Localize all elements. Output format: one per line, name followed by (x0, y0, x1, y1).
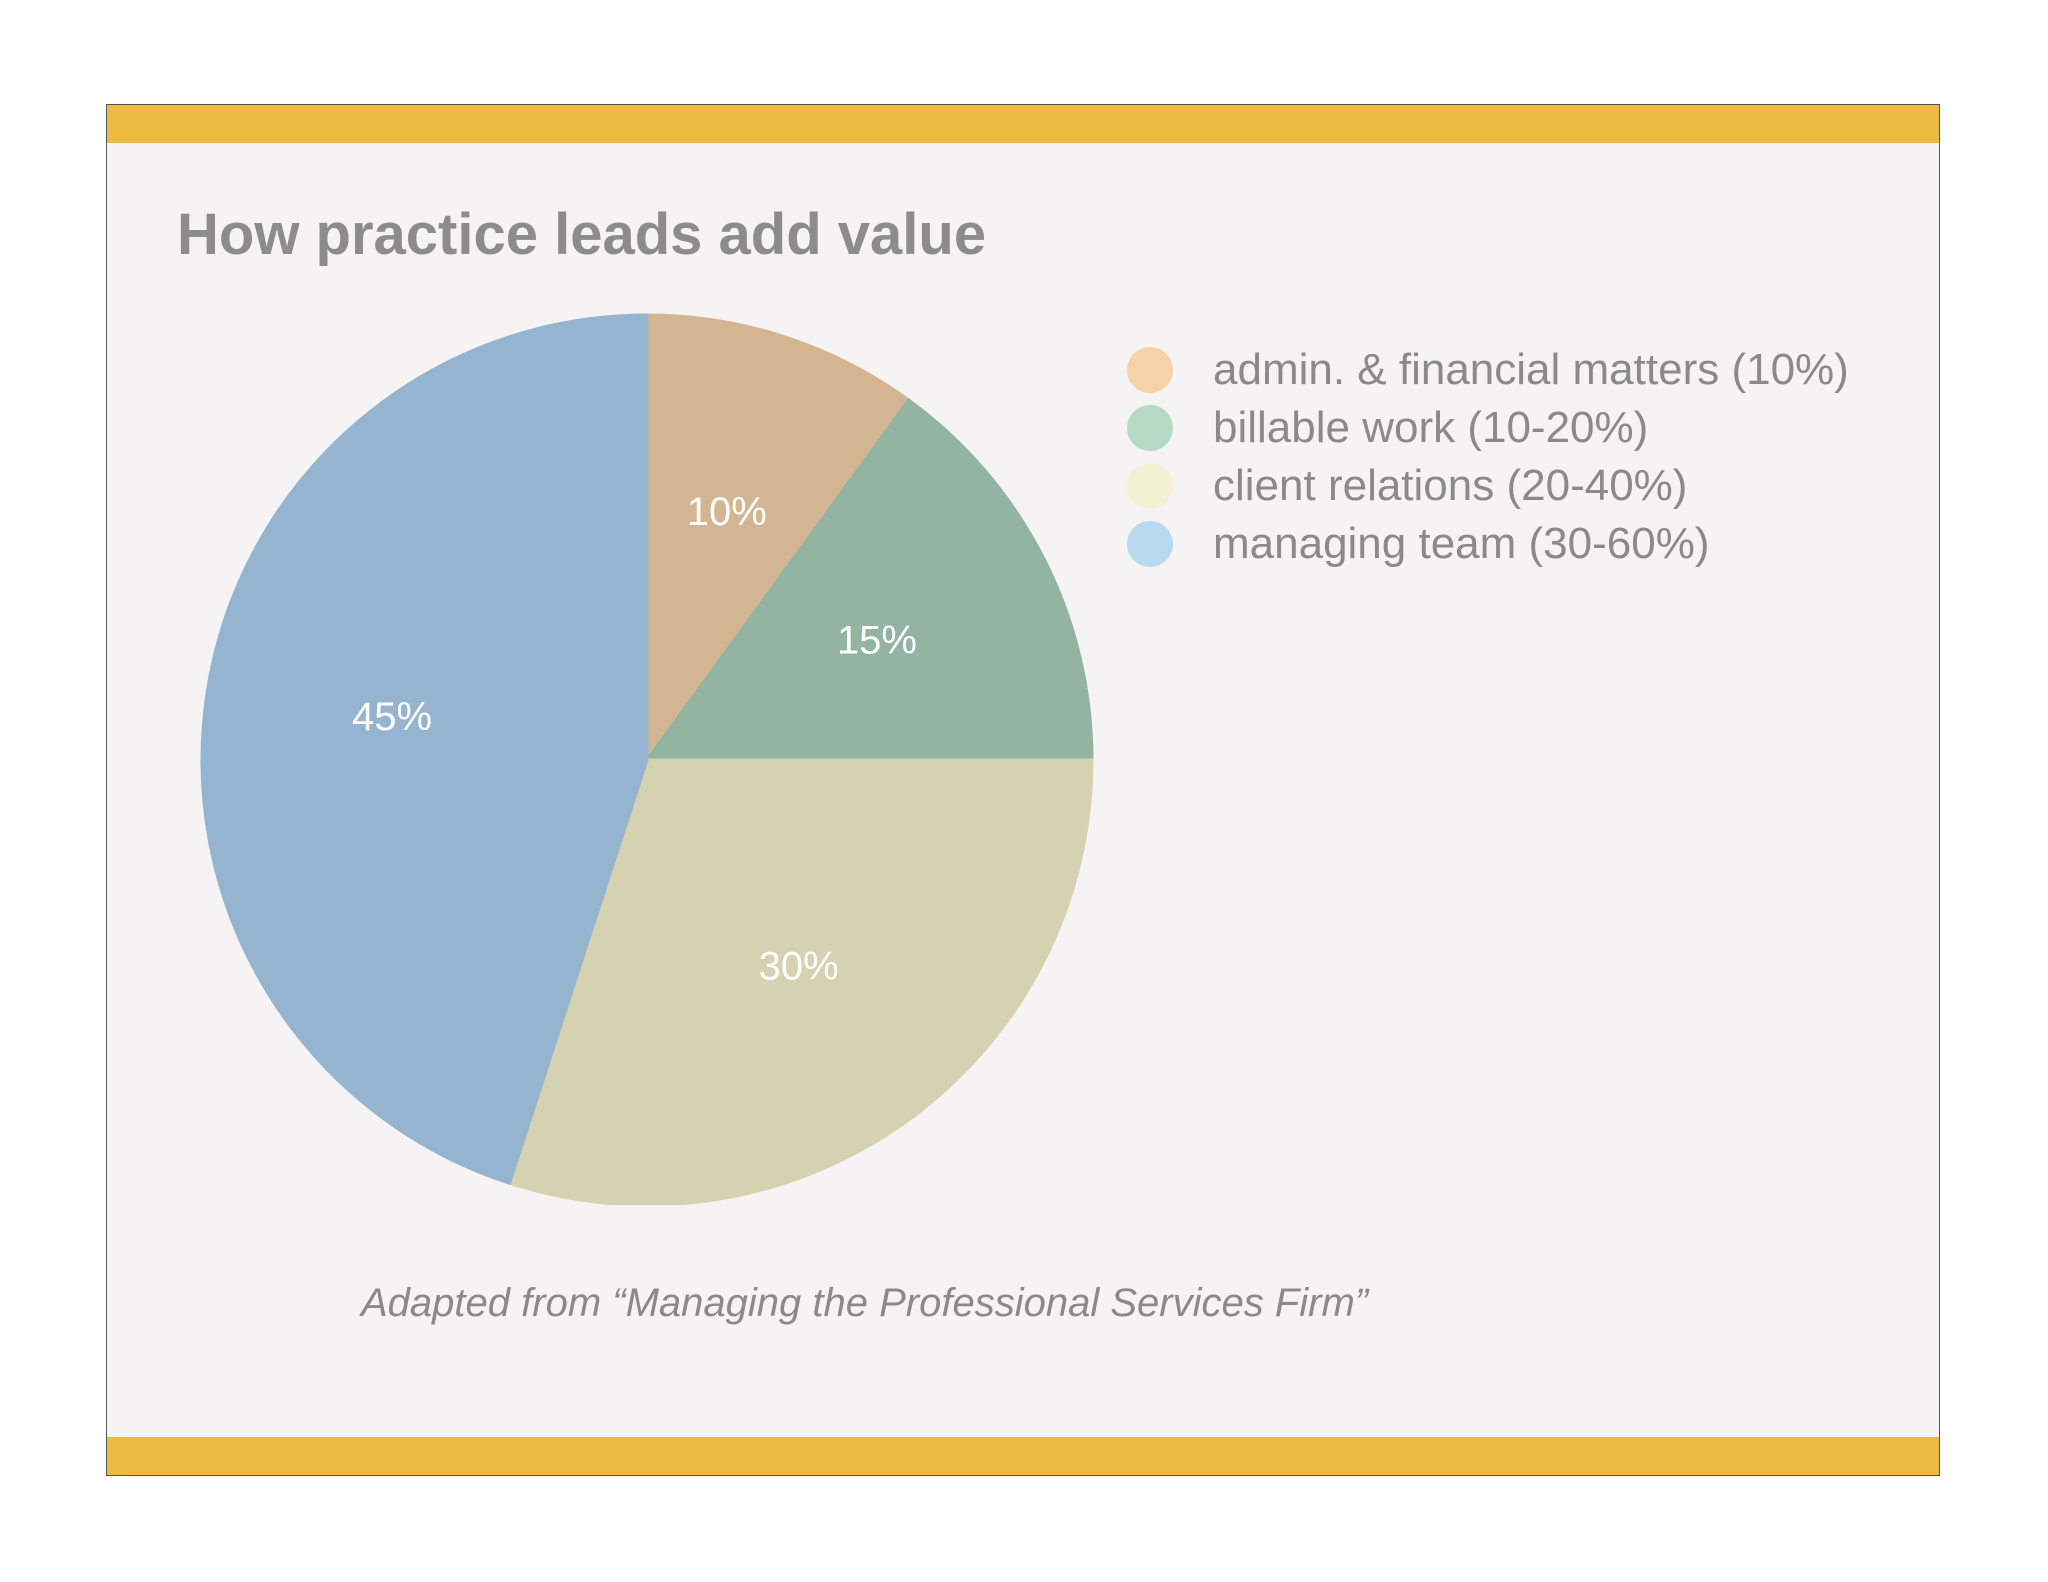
pie-slice (644, 397, 1094, 762)
pie-data-label: 30% (759, 944, 839, 988)
bottom-accent-bar (107, 1437, 1939, 1475)
pie-data-label: 45% (352, 695, 432, 739)
pie-data-label: 15% (837, 618, 917, 662)
legend-label: billable work (10-20%) (1213, 403, 1649, 452)
source-caption: Adapted from “Managing the Professional … (361, 1281, 1369, 1325)
pie-chart: 10% 15% 30% 45% (200, 313, 1094, 1205)
top-accent-bar (107, 105, 1939, 143)
legend: admin. & financial matters (10%) billabl… (1127, 341, 1849, 573)
legend-item: billable work (10-20%) (1127, 399, 1849, 457)
legend-swatch (1127, 521, 1173, 567)
legend-label: client relations (20-40%) (1213, 461, 1688, 510)
pie-data-labels: 10% 15% 30% 45% (352, 490, 917, 988)
legend-item: client relations (20-40%) (1127, 457, 1849, 515)
pie-slice (645, 313, 911, 765)
legend-swatch (1127, 347, 1173, 393)
pie-slice (507, 758, 1094, 1205)
legend-swatch (1127, 405, 1173, 451)
pie-slice (200, 313, 649, 1186)
slide: How practice leads add value 10% 15% 30% 45… (106, 104, 1940, 1476)
chart-title: How practice leads add value (177, 202, 987, 267)
legend-item: managing team (30-60%) (1127, 515, 1849, 573)
pie-slices (200, 313, 1094, 1205)
legend-label: managing team (30-60%) (1213, 519, 1710, 568)
legend-swatch (1127, 463, 1173, 509)
legend-label: admin. & financial matters (10%) (1213, 345, 1849, 394)
legend-item: admin. & financial matters (10%) (1127, 341, 1849, 399)
pie-data-label: 10% (687, 490, 767, 534)
